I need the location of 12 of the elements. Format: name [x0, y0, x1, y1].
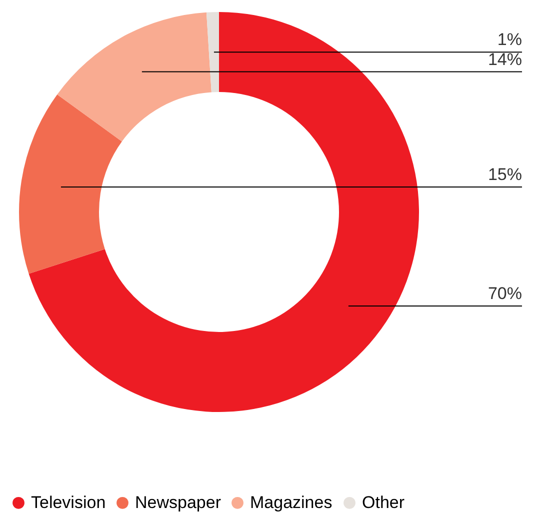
- legend-label: Newspaper: [135, 492, 222, 512]
- data-label: 70%: [488, 284, 522, 304]
- data-label: 1%: [497, 30, 522, 50]
- legend-label: Magazines: [250, 492, 332, 512]
- data-label: 15%: [488, 164, 522, 184]
- donut-slice: [28, 12, 419, 412]
- legend-label: Television: [31, 492, 106, 512]
- data-label: 14%: [488, 50, 522, 69]
- donut-slice: [57, 12, 212, 142]
- donut-slice: [19, 94, 122, 274]
- legend-label: Other: [362, 492, 405, 512]
- donut-slice: [206, 12, 219, 92]
